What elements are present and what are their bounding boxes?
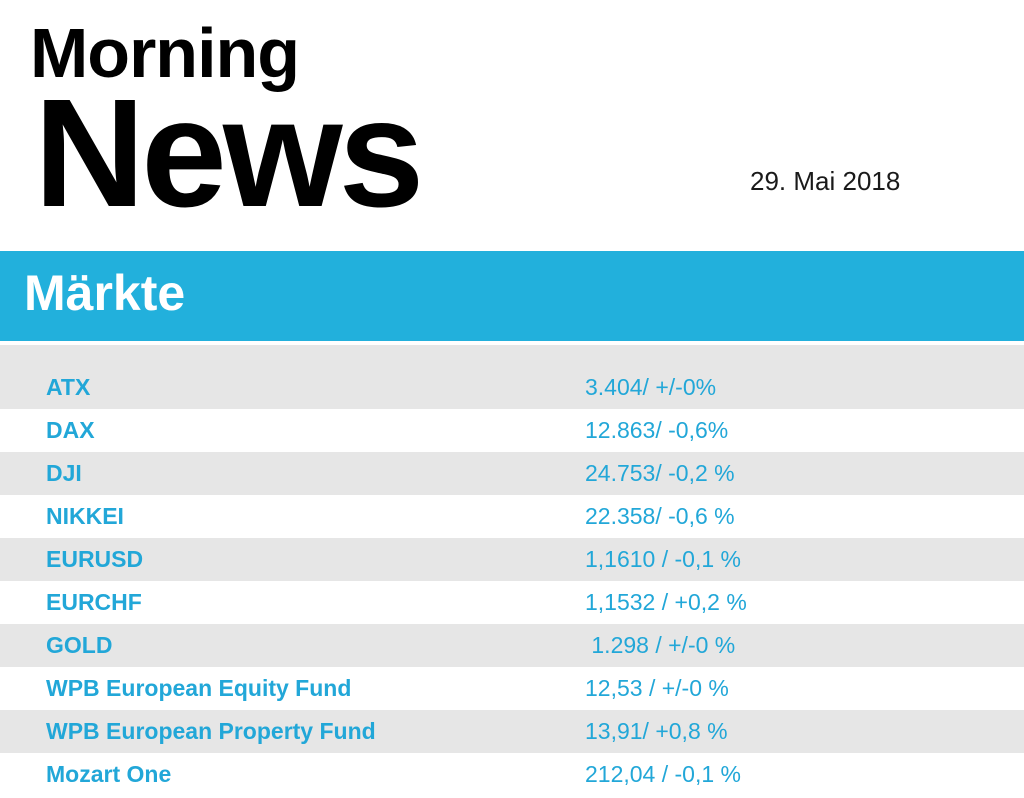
market-name: NIKKEI [46, 503, 124, 529]
masthead-morning: Morning [30, 14, 300, 92]
market-name: ATX [46, 374, 91, 400]
section-header-band [0, 251, 1024, 341]
table-row: EURCHF 1,1532 / +0,2 % [0, 581, 1024, 624]
market-value: 22.358/ -0,6 % [585, 503, 735, 529]
issue-date: 29. Mai 2018 [750, 166, 901, 196]
table-row: Mozart One 212,04 / -0,1 % [0, 753, 1024, 796]
market-value: 212,04 / -0,1 % [585, 761, 741, 787]
market-value: 1.298 / +/-0 % [585, 632, 736, 658]
table-row: DJI 24.753/ -0,2 % [0, 452, 1024, 495]
table-row: WPB European Equity Fund 12,53 / +/-0 % [0, 667, 1024, 710]
market-value: 1,1610 / -0,1 % [585, 546, 741, 572]
market-value: 13,91/ +0,8 % [585, 718, 728, 744]
table-row: DAX 12.863/ -0,6% [0, 409, 1024, 452]
table-row: GOLD 1.298 / +/-0 % [0, 624, 1024, 667]
market-value: 24.753/ -0,2 % [585, 460, 735, 486]
table-row: NIKKEI 22.358/ -0,6 % [0, 495, 1024, 538]
masthead-news: News [34, 67, 424, 239]
market-value: 12.863/ -0,6% [585, 417, 729, 443]
market-name: GOLD [46, 632, 113, 658]
market-name: Mozart One [46, 761, 172, 787]
market-value: 1,1532 / +0,2 % [585, 589, 747, 615]
table-row: WPB European Property Fund 13,91/ +0,8 % [0, 710, 1024, 753]
market-name: EURCHF [46, 589, 142, 615]
market-name: DAX [46, 417, 95, 443]
market-name: EURUSD [46, 546, 144, 572]
market-value: 12,53 / +/-0 % [585, 675, 729, 701]
table-row: EURUSD 1,1610 / -0,1 % [0, 538, 1024, 581]
markets-table: ATX 3.404/ +/-0% DAX 12.863/ -0,6% DJI 2… [0, 345, 1024, 796]
table-row: ATX 3.404/ +/-0% [0, 366, 1024, 409]
table-top-padding [0, 345, 1024, 366]
market-value: 3.404/ +/-0% [585, 374, 717, 400]
market-name: WPB European Equity Fund [46, 675, 352, 701]
market-name: WPB European Property Fund [46, 718, 376, 744]
market-name: DJI [46, 460, 82, 486]
section-title: Märkte [24, 265, 186, 321]
